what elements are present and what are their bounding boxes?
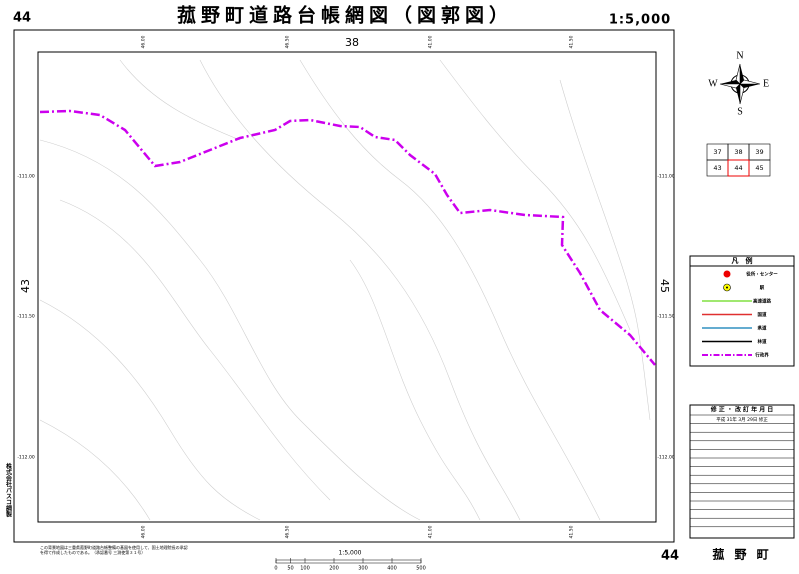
coordinate-bottom: 41.50: [569, 525, 575, 538]
legend-symbol: [723, 270, 731, 278]
scale-bar-label: 500: [416, 566, 426, 572]
coordinate-right: -111.00: [657, 174, 675, 180]
scale-bar-label: 400: [387, 566, 397, 572]
adjacent-bottom: 44: [661, 549, 679, 564]
legend-box: [689, 255, 795, 367]
map-frame: [37, 51, 657, 523]
legend-symbol: [726, 286, 728, 289]
index-current: [727, 159, 750, 177]
revision-box: [689, 404, 795, 539]
coordinate-bottom: 41.00: [428, 525, 434, 538]
sheet-number: 44: [13, 11, 31, 26]
producer: 株式会社パスコ調製: [5, 462, 13, 518]
coordinate-top: 46.50: [285, 35, 291, 48]
town-name: 菰 野 町: [712, 547, 771, 562]
title: 菰野町道路台帳網図（図郭図）: [177, 4, 513, 27]
coordinate-top: 41.00: [428, 35, 434, 48]
contours: [39, 59, 651, 521]
adjacent-left: 43: [19, 279, 32, 293]
compass-w: W: [708, 78, 718, 89]
coordinate-top: 46.00: [141, 35, 147, 48]
scale-bar-label: 200: [329, 566, 339, 572]
legend-label: 行政界: [754, 352, 769, 359]
legend-label: 駅: [760, 284, 765, 291]
revision-rows: 平成 31年 3月 29日 修正: [690, 414, 794, 528]
coordinate-left: -111.00: [17, 174, 35, 180]
revision-row: 平成 31年 3月 29日 修正: [716, 416, 768, 423]
index-label: 39: [755, 148, 763, 156]
legend-label: 県道: [758, 325, 767, 332]
coordinate-left: -111.50: [17, 314, 35, 320]
legend-label: 高速道路: [753, 298, 771, 305]
compass: [719, 63, 761, 105]
legend-label: 林道: [758, 338, 767, 345]
index-label: 43: [713, 164, 721, 172]
coordinate-right: -111.50: [657, 314, 675, 320]
coordinate-bottom: 46.00: [141, 525, 147, 538]
legend-label: 国道: [758, 311, 767, 318]
legend-label: 役所・センター: [745, 271, 778, 278]
coordinate-left: -112.00: [17, 455, 35, 461]
scale-bar-label: 0: [274, 566, 277, 572]
index-label: 38: [734, 148, 742, 156]
coordinate-right: -112.00: [657, 455, 675, 461]
compass-e: E: [763, 78, 769, 89]
compass-s: S: [737, 106, 743, 117]
adjacent-top: 38: [345, 36, 359, 49]
index-grid: 37 38 39 43 44 45: [706, 143, 771, 177]
scale-bar-body: [275, 559, 422, 564]
scale-bar-label: 300: [358, 566, 368, 572]
adjacent-right: 45: [658, 279, 671, 293]
revision-header: 修 正 ・ 改 訂 年 月 日: [710, 406, 774, 414]
outer-frame: [13, 29, 675, 543]
boundary-line: [39, 109, 656, 366]
scale-text: 1:5,000: [609, 13, 671, 28]
scale-bar-label: 50: [287, 566, 293, 572]
compass-n: N: [736, 50, 743, 61]
coordinate-top: 41.50: [569, 35, 575, 48]
coordinate-labels: 46.00 46.50 41.00 41.50 46.00 46.50 41.00 41.50…: [17, 35, 675, 538]
index-label: 37: [713, 148, 721, 156]
scale-bar-label: 100: [300, 566, 310, 572]
index-label: 44: [734, 164, 742, 172]
scale-bar: 0 50 100 200 300 400 500: [274, 558, 426, 572]
scale-bar-title: 1:5,000: [338, 550, 361, 557]
legend-title: 凡 例: [732, 256, 753, 265]
note: この背景地図は三重県菰野町道路台帳整備の基図を使用して、国土地理院長の承認を得て…: [40, 545, 188, 555]
coordinate-bottom: 46.50: [285, 525, 291, 538]
index-label: 45: [755, 164, 763, 172]
